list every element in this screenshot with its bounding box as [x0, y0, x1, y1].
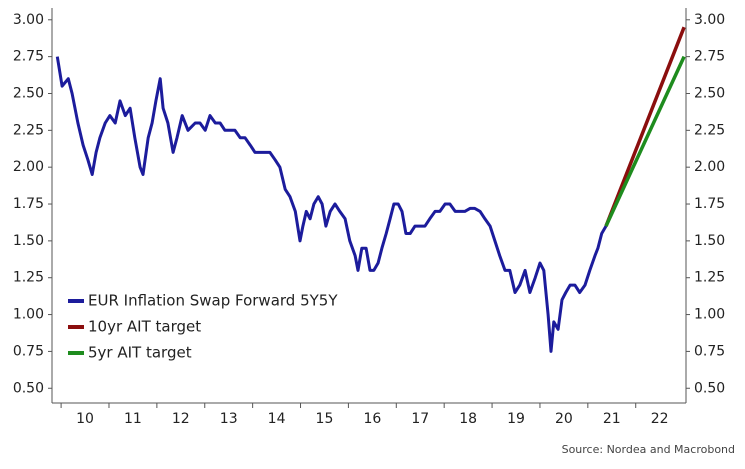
y-tick-label: 1.25 — [13, 270, 44, 286]
y2-tick-label: 2.75 — [694, 49, 725, 65]
y-tick-label: 1.50 — [13, 233, 44, 249]
legend-label: 10yr AIT target — [88, 318, 201, 336]
y2-tick-label: 1.00 — [694, 307, 725, 323]
y2-tick-label: 2.00 — [694, 159, 725, 175]
y2-tick-label: 0.75 — [694, 343, 725, 359]
y-tick-label: 0.50 — [13, 380, 44, 396]
series-line — [604, 55, 686, 227]
x-tick-label: 14 — [268, 411, 286, 427]
y2-tick-label: 1.50 — [694, 233, 725, 249]
x-tick-label: 22 — [651, 411, 669, 427]
y-tick-label: 3.00 — [13, 12, 44, 28]
x-tick-label: 19 — [507, 411, 525, 427]
x-tick-label: 15 — [316, 411, 334, 427]
legend-label: 5yr AIT target — [88, 344, 192, 362]
source-note: Source: Nordea and Macrobond — [562, 443, 735, 456]
y2-tick-label: 1.75 — [694, 196, 725, 212]
y-tick-label: 2.00 — [13, 159, 44, 175]
x-tick-label: 10 — [76, 411, 94, 427]
y2-tick-label: 0.50 — [694, 380, 725, 396]
y-tick-label: 0.75 — [13, 343, 44, 359]
x-tick-label: 21 — [603, 411, 621, 427]
x-tick-label: 16 — [363, 411, 381, 427]
x-tick-label: 20 — [555, 411, 573, 427]
y2-tick-label: 2.50 — [694, 85, 725, 101]
y-tick-label: 2.25 — [13, 122, 44, 138]
y2-tick-label: 3.00 — [694, 12, 725, 28]
y-tick-label: 2.50 — [13, 85, 44, 101]
y-tick-label: 2.75 — [13, 49, 44, 65]
x-tick-label: 13 — [220, 411, 238, 427]
x-tick-label: 17 — [411, 411, 429, 427]
y2-tick-label: 1.25 — [694, 270, 725, 286]
x-tick-label: 18 — [459, 411, 477, 427]
y2-tick-label: 2.25 — [694, 122, 725, 138]
legend-label: EUR Inflation Swap Forward 5Y5Y — [88, 292, 338, 310]
y-tick-label: 1.00 — [13, 307, 44, 323]
series-line — [55, 56, 608, 353]
series-line — [604, 26, 686, 227]
x-tick-label: 11 — [124, 411, 142, 427]
x-tick-label: 12 — [172, 411, 190, 427]
y-tick-label: 1.75 — [13, 196, 44, 212]
